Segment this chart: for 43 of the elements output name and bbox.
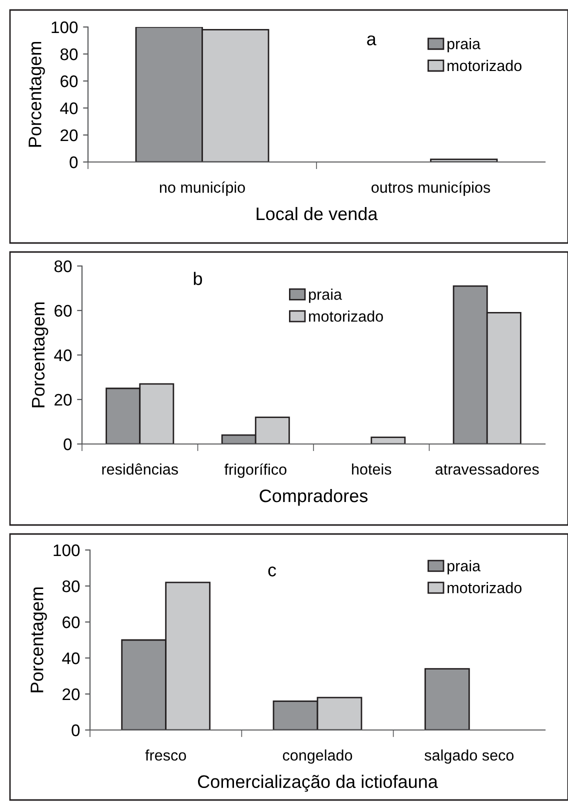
- legend-label: motorizado: [309, 310, 383, 322]
- y-axis-title: Porcentagem: [32, 302, 48, 408]
- y-tick-label: 40: [54, 349, 72, 362]
- y-tick-label: 20: [62, 688, 80, 700]
- legend-label: praia: [448, 560, 481, 574]
- bar: [370, 436, 406, 444]
- y-tick-label: 20: [60, 129, 78, 142]
- y-tick-label: 60: [62, 616, 80, 628]
- legend-label: praia: [309, 288, 342, 303]
- y-tick-label: 100: [54, 544, 80, 556]
- x-tick-label: fresco: [145, 749, 186, 761]
- x-tick-label: outros municípios: [372, 181, 490, 196]
- y-tick-label: 60: [60, 75, 78, 88]
- annotation: a: [367, 35, 376, 46]
- x-axis-title: Compradores: [260, 488, 368, 506]
- y-axis-title: Porcentagem: [28, 42, 45, 147]
- y-tick-label: 80: [62, 580, 80, 592]
- x-tick-label: atravessadores: [436, 463, 539, 475]
- y-tick-label: 0: [64, 438, 72, 450]
- y-tick-label: 20: [54, 394, 72, 406]
- y-tick-label: 0: [72, 724, 80, 736]
- bar: [424, 668, 470, 730]
- x-tick-label: salgado seco: [424, 749, 514, 764]
- x-axis-title: Local de venda: [256, 206, 378, 220]
- x-tick-label: residências: [102, 463, 178, 475]
- x-tick-label: congelado: [282, 749, 352, 764]
- legend-label: motorizado: [448, 582, 522, 594]
- x-axis-title: Comercialização da ictiofauna: [198, 774, 438, 792]
- y-tick-label: 100: [52, 21, 78, 34]
- legend-label: praia: [448, 38, 481, 52]
- y-tick-label: 0: [70, 156, 78, 168]
- annotation: c: [268, 566, 276, 576]
- y-axis-title: Porcentagem: [30, 587, 47, 692]
- y-tick-label: 40: [60, 102, 78, 114]
- x-tick-label: hoteis: [352, 463, 392, 475]
- legend-label: motorizado: [448, 60, 522, 72]
- y-tick-label: 40: [62, 652, 80, 664]
- x-tick-label: no município: [160, 181, 245, 196]
- annotation: b: [194, 272, 202, 286]
- y-tick-label: 80: [60, 48, 78, 60]
- y-tick-label: 80: [54, 260, 72, 272]
- x-tick-label: frigorífico: [224, 463, 286, 478]
- y-tick-label: 60: [54, 304, 72, 317]
